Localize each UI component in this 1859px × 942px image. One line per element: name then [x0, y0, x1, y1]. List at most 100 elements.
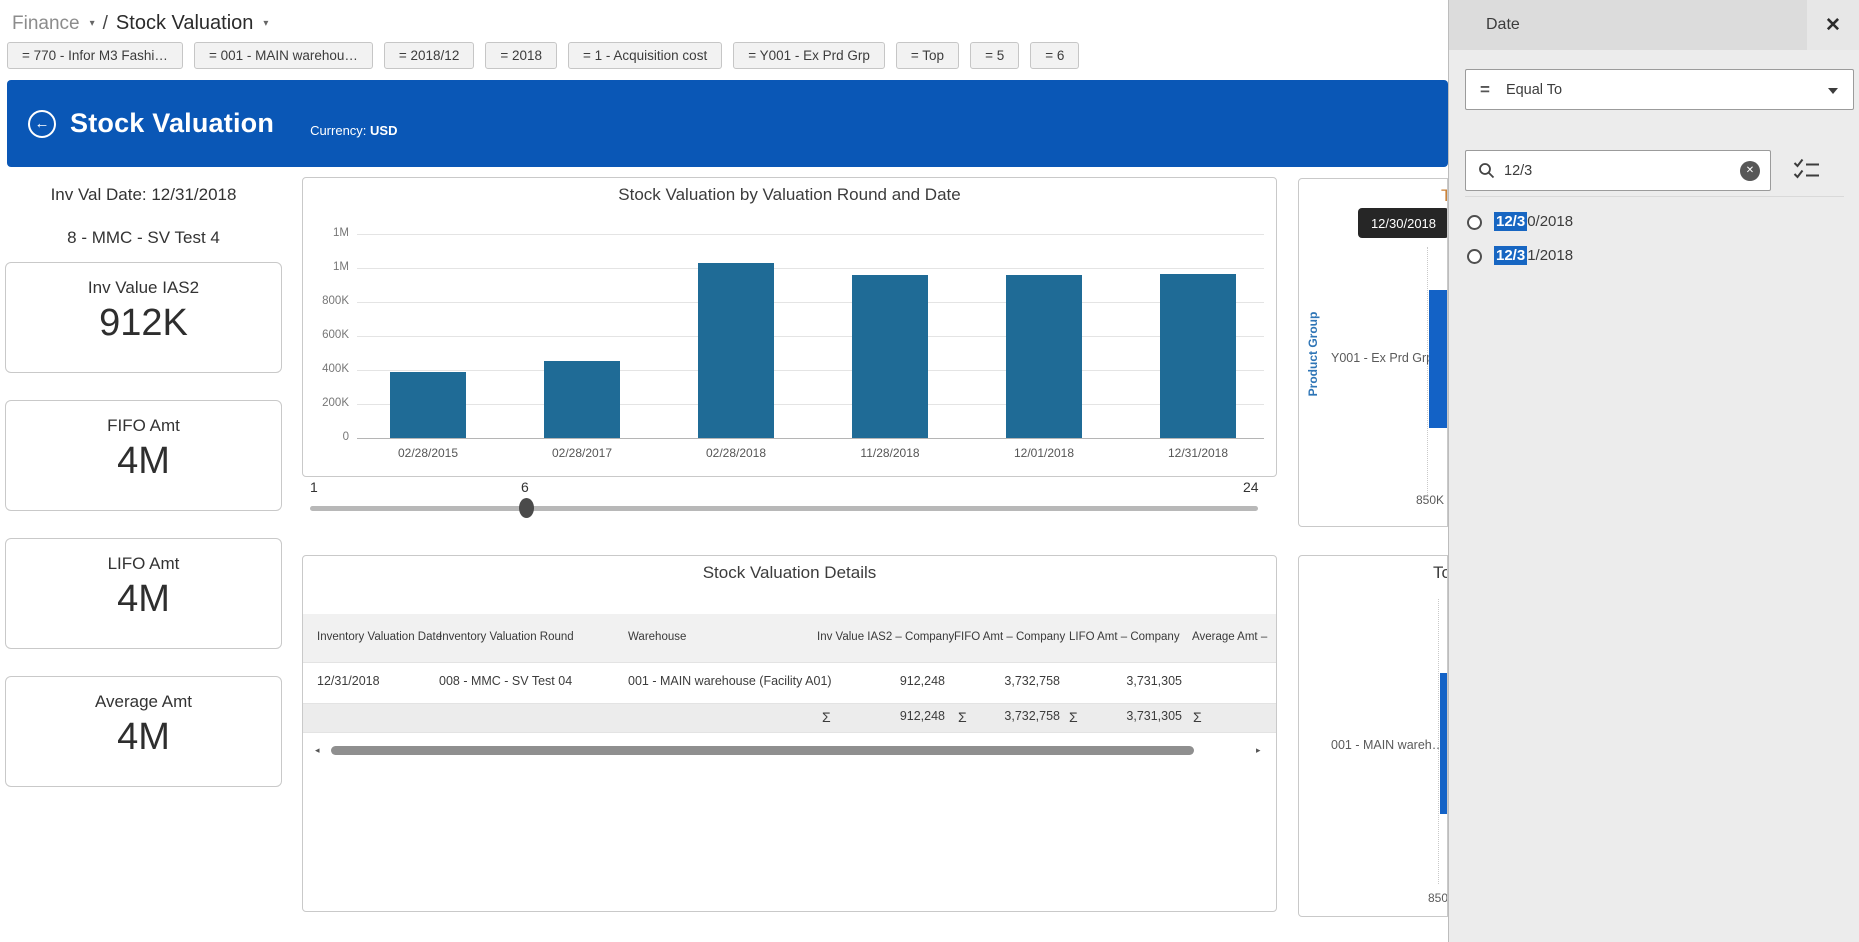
currency-value: USD — [370, 123, 397, 138]
kpi-value: 4M — [6, 716, 281, 759]
table-cell[interactable]: 001 - MAIN warehouse (Facility A01) — [628, 674, 832, 688]
horizontal-scrollbar[interactable] — [331, 746, 1194, 755]
table-cell[interactable]: 12/31/2018 — [317, 674, 380, 688]
bar-02/28/2015[interactable] — [390, 372, 466, 438]
back-button[interactable]: ← — [28, 110, 56, 138]
axis-tick: 850K — [1428, 891, 1448, 905]
y-axis-tick: 1M — [303, 261, 349, 273]
slider-value-label: 6 — [521, 479, 529, 495]
operator-dropdown[interactable]: = Equal To — [1465, 69, 1854, 110]
kpi-label: Average Amt — [6, 692, 281, 712]
radio-button[interactable] — [1467, 215, 1482, 230]
side-chart-title: To — [1433, 563, 1448, 583]
chevron-down-icon[interactable]: ▾ — [263, 18, 268, 29]
option-match-highlight: 12/3 — [1494, 246, 1527, 265]
axis-tick: 850K — [1416, 493, 1444, 507]
filter-option[interactable]: 12/30/2018 — [1467, 210, 1573, 234]
bar-11/28/2018[interactable] — [852, 275, 928, 438]
gridline — [357, 234, 1264, 235]
kpi-card: Average Amt 4M — [5, 676, 282, 787]
chevron-down-icon — [1828, 88, 1838, 94]
breadcrumb: Finance ▾ / Stock Valuation ▾ — [12, 12, 268, 35]
kpi-value: 912K — [6, 302, 281, 345]
operator-value: Equal To — [1506, 82, 1562, 98]
x-axis-label: 12/01/2018 — [967, 446, 1121, 460]
column-header[interactable]: Inv Value IAS2 – Company — [817, 631, 954, 643]
radio-button[interactable] — [1467, 249, 1482, 264]
x-axis-label: 11/28/2018 — [813, 446, 967, 460]
sigma-total-icon: Σ — [822, 709, 831, 725]
column-header[interactable]: FIFO Amt – Company — [954, 631, 1065, 643]
kpi-card: FIFO Amt4M — [5, 400, 282, 511]
dashboard-header: ← Stock Valuation Currency: USD — [7, 80, 1448, 167]
close-button[interactable]: ✕ — [1807, 0, 1859, 50]
chart-tooltip: 12/30/2018 — [1358, 208, 1448, 238]
kpi-card: Inv Value IAS2 912K — [5, 262, 282, 373]
scroll-left-icon[interactable]: ◂ — [315, 745, 320, 756]
divider — [1465, 196, 1844, 197]
column-header[interactable]: Average Amt – Co — [1192, 631, 1270, 643]
filter-chip[interactable]: = 770 - Infor M3 Fashi… — [7, 42, 183, 69]
filter-chip[interactable]: = 1 - Acquisition cost — [568, 42, 722, 69]
column-header[interactable]: LIFO Amt – Company — [1069, 631, 1180, 643]
y-axis-tick: 0 — [303, 431, 349, 443]
filter-chip[interactable]: = 6 — [1030, 42, 1079, 69]
filter-option[interactable]: 12/31/2018 — [1467, 244, 1573, 268]
filter-chip[interactable]: = 2018/12 — [384, 42, 474, 69]
filter-panel-header: Date ✕ — [1449, 0, 1859, 50]
filter-chip[interactable]: = 5 — [970, 42, 1019, 69]
kpi-label: Inv Value IAS2 — [6, 278, 281, 298]
breadcrumb-section[interactable]: Finance — [12, 13, 80, 35]
sigma-total-icon: Σ — [1193, 709, 1202, 725]
multi-select-checklist-icon[interactable] — [1793, 158, 1820, 181]
sigma-total-icon: Σ — [958, 709, 967, 725]
chevron-down-icon[interactable]: ▾ — [90, 18, 95, 29]
filter-panel-title: Date — [1486, 0, 1520, 50]
range-slider-handle[interactable] — [519, 498, 534, 518]
breadcrumb-page[interactable]: Stock Valuation — [116, 12, 254, 35]
filter-chip[interactable]: = 001 - MAIN warehou… — [194, 42, 373, 69]
table-cell[interactable]: 912,248 — [900, 674, 945, 688]
y-axis-tick: 200K — [303, 397, 349, 409]
range-slider-track[interactable] — [310, 506, 1258, 511]
inv-val-date: Inv Val Date: 12/31/2018 — [5, 185, 282, 205]
search-input[interactable] — [1504, 163, 1740, 179]
filter-chip[interactable]: = 2018 — [485, 42, 557, 69]
bar-02/28/2018[interactable] — [698, 263, 774, 438]
clear-icon: ✕ — [1746, 165, 1754, 176]
kpi-value: 4M — [6, 578, 281, 621]
scroll-right-icon[interactable]: ▸ — [1256, 745, 1261, 756]
filter-chip-row: = 770 - Infor M3 Fashi… = 001 - MAIN ware… — [7, 42, 1079, 69]
close-icon: ✕ — [1825, 14, 1841, 37]
bar-y001[interactable] — [1429, 290, 1448, 428]
table-cell[interactable]: 3,731,305 — [1126, 674, 1182, 688]
option-match-highlight: 12/3 — [1494, 212, 1527, 231]
product-group-axis-label: Product Group — [1306, 304, 1320, 404]
column-header[interactable]: Inventory Valuation Round — [439, 631, 574, 643]
filter-chip[interactable]: = Top — [896, 42, 959, 69]
y-axis-tick: 1M — [303, 227, 349, 239]
column-header[interactable]: Inventory Valuation Date — [317, 631, 442, 643]
slider-max-label: 24 — [1243, 479, 1259, 495]
total-value: 3,732,758 — [1004, 709, 1060, 723]
filter-chip[interactable]: = Y001 - Ex Prd Grp — [733, 42, 885, 69]
gridline — [357, 404, 1264, 405]
kpi-card: LIFO Amt4M — [5, 538, 282, 649]
bar-12/31/2018[interactable] — [1160, 274, 1236, 438]
equals-icon: = — [1480, 80, 1490, 100]
breadcrumb-separator: / — [103, 13, 108, 35]
gridline — [357, 302, 1264, 303]
left-arrow-icon: ← — [35, 115, 50, 132]
bar-02/28/2017[interactable] — [544, 361, 620, 438]
column-header[interactable]: Warehouse — [628, 631, 686, 643]
total-value: 3,731,305 — [1126, 709, 1182, 723]
currency-indicator: Currency: USD — [310, 123, 397, 138]
table-cell[interactable]: 008 - MMC - SV Test 04 — [439, 674, 572, 688]
table-cell[interactable]: 3,732,758 — [1004, 674, 1060, 688]
slider-min-label: 1 — [310, 479, 318, 495]
gridline — [357, 336, 1264, 337]
gridline — [357, 370, 1264, 371]
bar-main-warehouse[interactable] — [1440, 673, 1448, 814]
bar-12/01/2018[interactable] — [1006, 275, 1082, 438]
clear-search-button[interactable]: ✕ — [1740, 161, 1760, 181]
